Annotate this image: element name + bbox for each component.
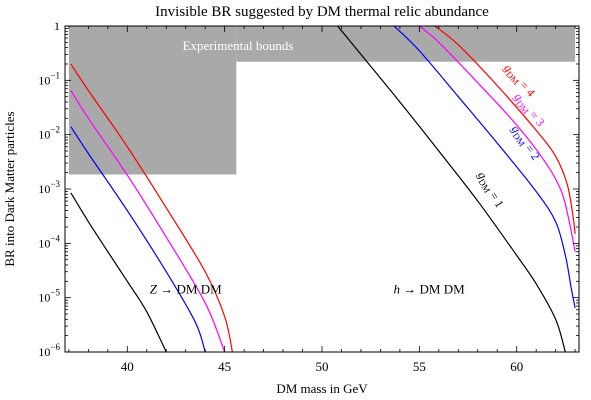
annotation-1: h → DM DM: [394, 281, 466, 296]
curve-label-5: gDM = 2: [507, 122, 543, 163]
y-tick-label: 10−6: [38, 342, 60, 359]
x-tick-label: 45: [218, 359, 231, 374]
x-tick-label: 40: [121, 359, 134, 374]
axis-ticks: [65, 25, 579, 353]
series-line-h-g-1: [337, 26, 566, 352]
x-tick-label: 50: [316, 359, 329, 374]
x-axis-label: DM mass in GeV: [276, 381, 368, 396]
curves: [70, 26, 576, 352]
y-tick-label: 10−1: [38, 70, 60, 87]
x-tick-label: 60: [510, 359, 523, 374]
curve-label-4: gDM = 1: [473, 169, 507, 211]
shaded-region-0: [68, 26, 237, 175]
y-tick-label: 10−5: [38, 288, 60, 305]
series-line-z-g-2: [70, 126, 206, 352]
y-tick-label: 10−2: [38, 125, 60, 142]
shaded-regions: [68, 26, 576, 175]
series-line-h-g-2: [393, 26, 576, 308]
experimental-bounds-label: Experimental bounds: [183, 38, 294, 53]
y-axis-label: BR into Dark Matter particles: [2, 111, 17, 266]
series-line-h-g-4: [434, 26, 576, 234]
chart-title: Invisible BR suggested by DM thermal rel…: [155, 4, 489, 20]
y-tick-label: 1: [54, 19, 60, 33]
series-line-h-g-3: [418, 26, 576, 252]
series-line-z-g-3: [70, 90, 226, 352]
x-tick-label: 55: [413, 359, 426, 374]
y-tick-label: 10−4: [38, 233, 60, 250]
annotation-0: Z → DM DM: [150, 281, 222, 296]
y-tick-label: 10−3: [38, 179, 60, 196]
shaded-region-1: [236, 26, 576, 62]
series-line-z-g-4: [70, 63, 234, 352]
series-line-z-g-1: [70, 192, 167, 352]
